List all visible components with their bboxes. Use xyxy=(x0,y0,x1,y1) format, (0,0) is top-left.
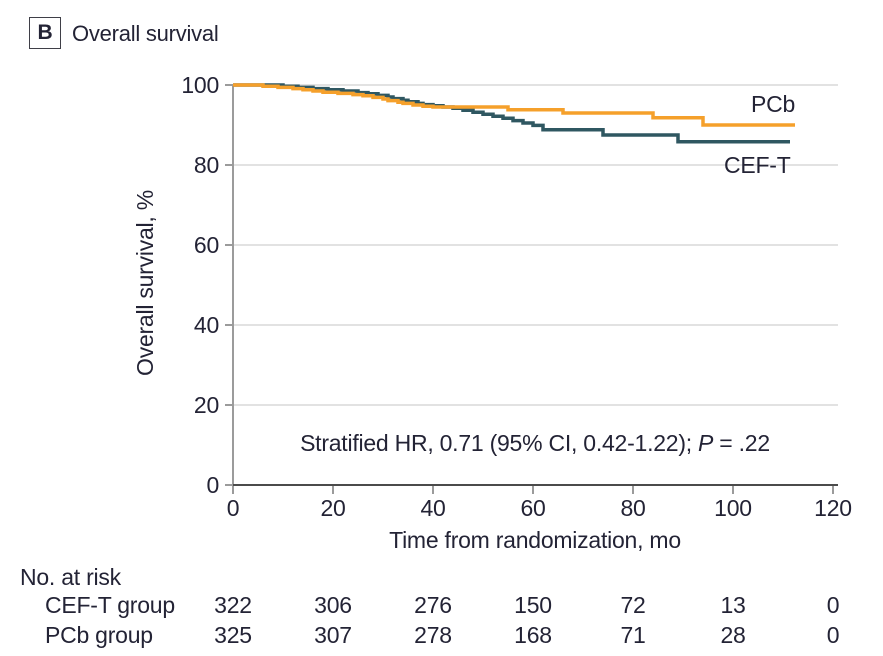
y-axis-title: Overall survival, % xyxy=(132,190,158,376)
x-axis-title: Time from randomization, mo xyxy=(389,527,681,553)
risk-cell: 28 xyxy=(720,622,746,648)
risk-cell: 306 xyxy=(314,592,352,618)
y-tick-label: 100 xyxy=(181,72,219,98)
y-tick-label: 80 xyxy=(194,152,219,178)
risk-table-title: No. at risk xyxy=(20,564,121,590)
risk-cell: 322 xyxy=(214,592,252,618)
risk-cell: 72 xyxy=(620,592,646,618)
risk-cell: 168 xyxy=(514,622,552,648)
y-tick-label: 40 xyxy=(194,312,219,338)
x-tick-label: 80 xyxy=(620,495,645,521)
annotation-p-value: = .22 xyxy=(713,430,770,456)
hazard-ratio-annotation: Stratified HR, 0.71 (95% CI, 0.42-1.22);… xyxy=(233,429,837,457)
risk-cell: 325 xyxy=(214,622,252,648)
risk-cell: 0 xyxy=(826,592,840,618)
panel-letter: B xyxy=(37,21,53,44)
risk-row-label: CEF-T group xyxy=(45,592,175,618)
annotation-p-symbol: P xyxy=(698,430,714,456)
y-tick-label: 20 xyxy=(194,392,219,418)
x-tick-label: 120 xyxy=(814,495,852,521)
annotation-text: Stratified HR, 0.71 (95% CI, 0.42-1.22); xyxy=(300,430,699,456)
risk-cell: 13 xyxy=(720,592,746,618)
x-tick-label: 20 xyxy=(320,495,345,521)
cef-t-curve xyxy=(233,83,790,144)
panel-title: Overall survival xyxy=(72,21,219,46)
risk-table-row: PCb group 325 307 278 168 71 28 0 xyxy=(0,622,883,648)
y-tick-label: 60 xyxy=(194,232,219,258)
curve-label-pcb: PCb xyxy=(751,91,796,117)
curve-label-ceft: CEF-T xyxy=(724,152,791,178)
risk-cell: 307 xyxy=(314,622,352,648)
x-tick-label: 100 xyxy=(714,495,752,521)
risk-cell: 278 xyxy=(414,622,452,648)
risk-cell: 276 xyxy=(414,592,452,618)
x-tick-label: 60 xyxy=(520,495,545,521)
y-tick-label: 0 xyxy=(206,472,219,498)
risk-cell: 150 xyxy=(514,592,552,618)
panel-letter-box: B xyxy=(29,17,61,49)
risk-cell: 71 xyxy=(620,622,646,648)
risk-cell: 0 xyxy=(826,622,840,648)
pcb-curve xyxy=(233,83,795,127)
risk-table-row: CEF-T group 322 306 276 150 72 13 0 xyxy=(0,592,883,618)
x-tick-label: 0 xyxy=(227,495,240,521)
x-tick-label: 40 xyxy=(420,495,445,521)
risk-row-label: PCb group xyxy=(45,622,153,648)
